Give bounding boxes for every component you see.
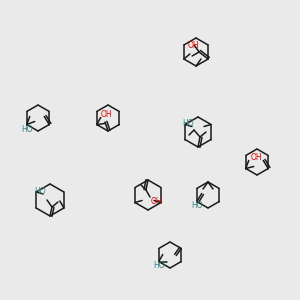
Text: HO: HO: [153, 262, 165, 271]
Text: HO: HO: [21, 124, 33, 134]
Text: OH: OH: [251, 153, 262, 162]
Text: OH: OH: [188, 41, 200, 50]
Text: HO: HO: [182, 119, 194, 128]
Text: HO: HO: [191, 202, 203, 211]
Text: OH: OH: [151, 197, 163, 206]
Text: HO: HO: [34, 188, 46, 196]
Text: OH: OH: [101, 110, 112, 119]
